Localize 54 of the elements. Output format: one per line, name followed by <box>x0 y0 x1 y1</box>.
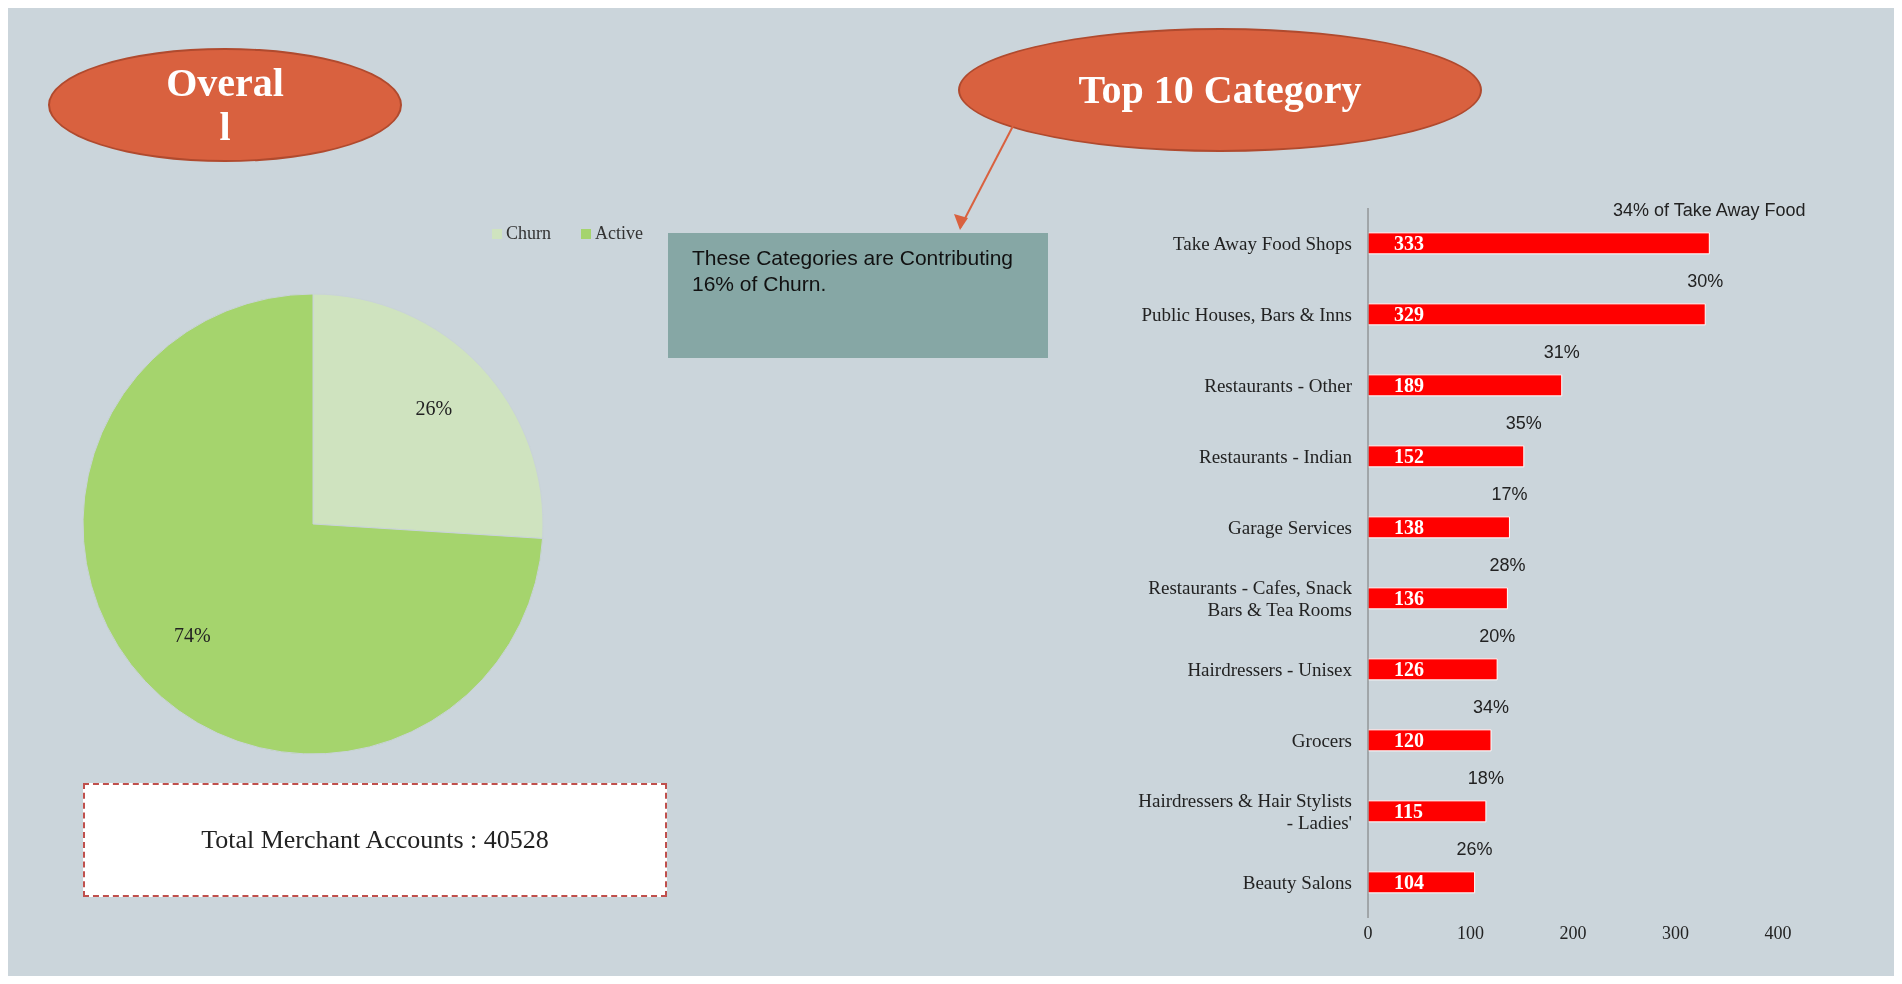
bar <box>1368 587 1508 610</box>
x-tick-label: 400 <box>1764 922 1792 943</box>
bar <box>1368 374 1563 397</box>
annotation: 28% <box>1489 554 1526 575</box>
data-label: 120 <box>1394 729 1424 752</box>
bar <box>1368 232 1710 255</box>
data-label: 138 <box>1394 516 1424 539</box>
text: These Categories are Contributing 16% of Churn. <box>668 233 1048 358</box>
bar <box>1368 871 1476 894</box>
annotation: 26% <box>1456 838 1493 859</box>
text: Total Merchant Accounts : 40528 <box>83 783 667 897</box>
bar <box>1368 658 1498 681</box>
pie-slice <box>82 293 544 755</box>
legend-label: Churn <box>506 223 552 244</box>
annotation: 34% <box>1472 696 1510 717</box>
y-tick-label: Restaurants - Other <box>1204 374 1353 396</box>
data-label: 26% <box>415 397 453 420</box>
legend-label: Active <box>595 223 643 244</box>
x-tick-label: 100 <box>1457 922 1484 943</box>
annotation: 20% <box>1479 625 1516 646</box>
annotation: 34% of Take Away Food <box>1613 199 1806 220</box>
y-tick-label: Hairdressers & Hair Stylists - Ladies' <box>1138 789 1352 833</box>
y-tick-label: Restaurants - Cafes, Snack Bars & Tea Rooms <box>1148 576 1353 620</box>
x-tick-label: 0 <box>1363 922 1373 943</box>
y-tick-label: Grocers <box>1291 729 1352 751</box>
chart-title: Top 10 Category <box>958 28 1482 152</box>
bar <box>1368 445 1525 468</box>
annotation: 17% <box>1491 483 1528 504</box>
data-label: 329 <box>1394 303 1424 326</box>
y-tick-label: Public Houses, Bars & Inns <box>1141 303 1352 325</box>
x-tick-label: 300 <box>1662 922 1689 943</box>
data-label: 126 <box>1394 658 1424 681</box>
bar <box>1368 800 1487 823</box>
data-label: 333 <box>1394 232 1424 255</box>
bar <box>1368 303 1706 326</box>
data-label: 136 <box>1394 587 1424 610</box>
y-tick-label: Garage Services <box>1228 516 1352 538</box>
data-label: 115 <box>1394 800 1423 823</box>
data-label: 74% <box>173 623 211 646</box>
bar <box>1368 729 1492 752</box>
chart-title: Overal l <box>48 48 402 162</box>
data-label: 104 <box>1394 871 1424 894</box>
bar <box>1368 516 1510 539</box>
annotation: 30% <box>1687 270 1724 291</box>
y-tick-label: Take Away Food Shops <box>1172 232 1352 254</box>
data-label: 189 <box>1394 374 1424 397</box>
x-tick-label: 200 <box>1559 922 1587 943</box>
annotation: 31% <box>1543 341 1580 362</box>
y-tick-label: Beauty Salons <box>1242 871 1352 893</box>
annotation: 35% <box>1505 412 1542 433</box>
data-label: 152 <box>1394 445 1424 468</box>
annotation: 18% <box>1467 767 1504 788</box>
y-tick-label: Hairdressers - Unisex <box>1187 658 1353 680</box>
y-tick-label: Restaurants - Indian <box>1198 445 1353 467</box>
